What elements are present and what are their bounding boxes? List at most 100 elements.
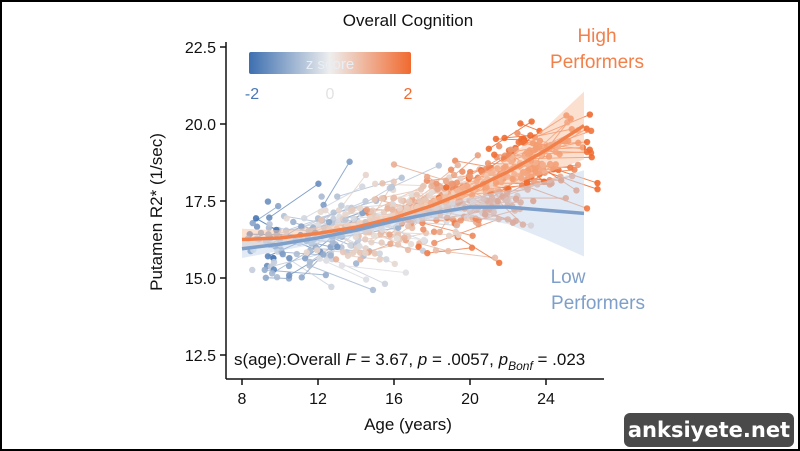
data-point xyxy=(466,173,474,180)
data-point xyxy=(270,258,278,266)
data-point xyxy=(322,206,329,214)
data-point xyxy=(501,134,508,142)
x-axis-label: Age (years) xyxy=(364,415,452,434)
data-point xyxy=(507,146,514,153)
fit-line-high xyxy=(241,124,585,242)
x-tick-label: 16 xyxy=(385,391,403,408)
data-point xyxy=(273,274,281,281)
data-point xyxy=(357,249,364,256)
data-point xyxy=(342,210,349,218)
data-point xyxy=(457,175,464,182)
data-point xyxy=(485,145,493,152)
subject-trajectory xyxy=(488,121,532,150)
data-point xyxy=(349,206,356,213)
data-point xyxy=(527,132,534,139)
data-point xyxy=(249,219,256,227)
subject-trajectory xyxy=(434,218,500,244)
data-point xyxy=(334,193,341,200)
data-point xyxy=(432,247,440,254)
data-point xyxy=(436,228,444,236)
y-tick-label: 17.5 xyxy=(185,194,216,211)
data-point xyxy=(587,127,595,135)
data-point xyxy=(383,256,390,263)
low-performers-label-line1: Low xyxy=(551,267,586,288)
data-point xyxy=(286,254,293,262)
data-point xyxy=(390,194,398,201)
colorbar-label: z score xyxy=(306,56,354,73)
data-point xyxy=(413,191,420,198)
subject-trajectory xyxy=(270,253,321,268)
data-point xyxy=(315,180,322,187)
data-point xyxy=(588,154,595,161)
data-point xyxy=(346,158,353,165)
data-point xyxy=(322,271,330,279)
data-point xyxy=(447,166,455,173)
data-point xyxy=(352,260,360,267)
data-point xyxy=(435,162,443,169)
fit-curves xyxy=(241,91,585,258)
data-point xyxy=(298,223,305,230)
data-point xyxy=(469,232,476,239)
low-performers-label-line2: Performers xyxy=(551,293,645,314)
data-point xyxy=(362,171,370,179)
subject-trajectory xyxy=(393,164,447,182)
chart-title: Overall Cognition xyxy=(343,11,473,30)
data-point xyxy=(428,189,435,196)
data-point xyxy=(528,118,535,125)
data-point xyxy=(452,228,459,236)
data-point xyxy=(379,180,386,187)
data-point xyxy=(283,215,290,222)
data-point xyxy=(378,239,385,246)
data-point xyxy=(420,236,428,244)
subject-trajectory xyxy=(303,186,363,219)
data-point xyxy=(253,223,261,230)
data-point xyxy=(453,221,461,229)
confidence-band-high xyxy=(242,91,584,251)
data-point xyxy=(474,152,482,159)
data-point xyxy=(370,232,378,239)
data-point xyxy=(495,143,503,150)
data-point xyxy=(301,255,309,262)
data-point xyxy=(262,274,270,281)
data-point xyxy=(356,204,364,212)
data-point xyxy=(423,173,431,181)
data-point xyxy=(261,266,268,274)
colorbar-tick-high: 2 xyxy=(404,86,413,103)
data-point xyxy=(523,179,531,187)
data-point xyxy=(443,184,450,191)
data-point xyxy=(583,205,591,212)
data-point xyxy=(408,191,415,198)
data-point xyxy=(457,217,464,224)
data-point xyxy=(369,286,377,294)
data-point xyxy=(274,202,282,210)
data-point xyxy=(459,168,466,175)
colorbar xyxy=(249,52,411,74)
subject-trajectory xyxy=(341,265,406,274)
data-point xyxy=(386,184,394,192)
data-point xyxy=(484,160,492,167)
subject-trajectory xyxy=(309,265,374,291)
subject-trajectory xyxy=(269,183,319,219)
data-point xyxy=(350,215,358,222)
data-point xyxy=(363,206,371,214)
data-point xyxy=(391,260,399,268)
data-point xyxy=(394,241,402,248)
data-point xyxy=(384,205,391,212)
data-point xyxy=(306,262,313,269)
data-point xyxy=(594,186,601,193)
subject-trajectory xyxy=(422,222,473,237)
data-point xyxy=(279,250,286,258)
data-point xyxy=(398,174,405,181)
y-tick-label: 20.0 xyxy=(185,117,216,134)
data-point xyxy=(420,226,427,233)
data-point xyxy=(468,244,476,251)
data-point xyxy=(442,177,450,184)
data-point xyxy=(328,283,335,291)
y-tick-label: 15.0 xyxy=(185,271,216,288)
data-point xyxy=(397,197,405,204)
data-point xyxy=(362,236,369,243)
data-point xyxy=(395,224,402,231)
data-point xyxy=(445,232,453,240)
